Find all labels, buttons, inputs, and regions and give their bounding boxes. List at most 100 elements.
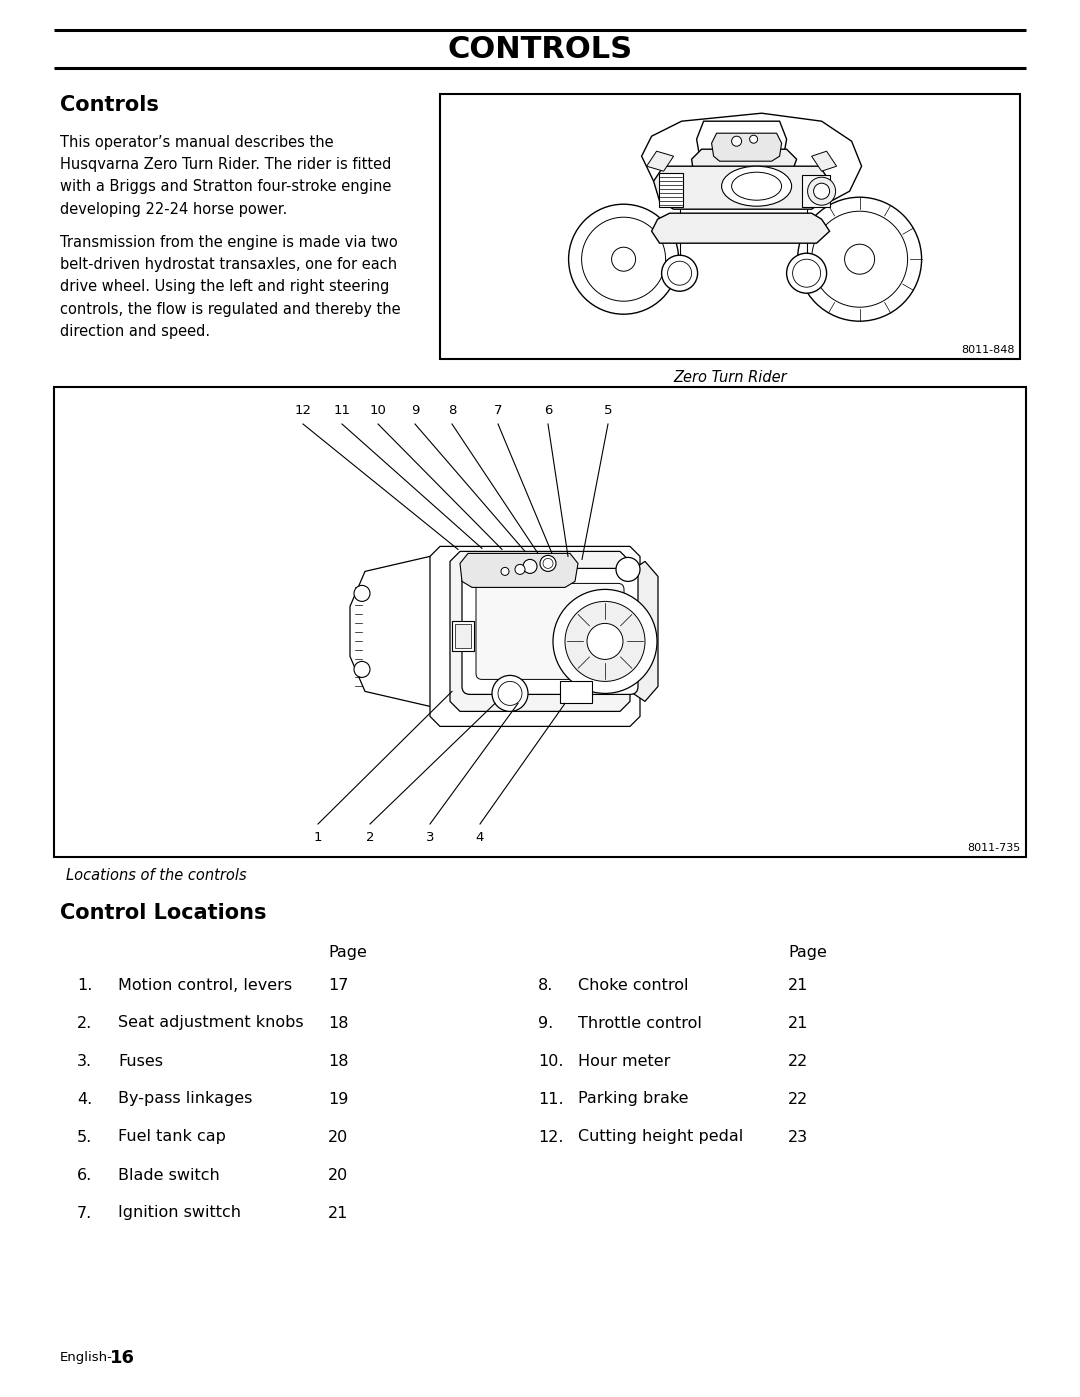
Text: 6: 6 (544, 404, 552, 416)
Circle shape (588, 623, 623, 659)
Circle shape (523, 559, 537, 573)
Polygon shape (350, 556, 440, 707)
Polygon shape (697, 122, 786, 161)
Circle shape (667, 261, 691, 285)
Text: This operator’s manual describes the
Husqvarna Zero Turn Rider. The rider is fit: This operator’s manual describes the Hus… (60, 136, 391, 217)
Circle shape (662, 256, 698, 291)
Text: Parking brake: Parking brake (578, 1091, 689, 1106)
FancyBboxPatch shape (462, 569, 638, 694)
Text: 3.: 3. (77, 1053, 92, 1069)
Circle shape (798, 197, 921, 321)
Text: Control Locations: Control Locations (60, 902, 267, 923)
Text: Seat adjustment knobs: Seat adjustment knobs (118, 1016, 303, 1031)
Polygon shape (642, 113, 862, 207)
Text: By-pass linkages: By-pass linkages (118, 1091, 253, 1106)
Text: Ignition swittch: Ignition swittch (118, 1206, 241, 1221)
Circle shape (354, 661, 370, 678)
Circle shape (498, 682, 522, 705)
Text: 21: 21 (328, 1206, 349, 1221)
Circle shape (515, 564, 525, 574)
Bar (440, 94, 1020, 359)
Polygon shape (653, 166, 829, 210)
Text: 1: 1 (314, 831, 322, 844)
Circle shape (568, 204, 678, 314)
Text: Page: Page (328, 946, 367, 961)
Text: 5.: 5. (77, 1130, 92, 1144)
Polygon shape (460, 553, 578, 587)
Text: 9: 9 (410, 404, 419, 416)
Text: 8.: 8. (538, 978, 553, 992)
Text: 7: 7 (494, 404, 502, 416)
Text: Controls: Controls (60, 95, 159, 115)
Text: 21: 21 (788, 1016, 808, 1031)
Text: 3: 3 (426, 831, 434, 844)
Polygon shape (811, 151, 837, 172)
Circle shape (731, 136, 742, 147)
Text: Fuses: Fuses (118, 1053, 163, 1069)
Text: 11.: 11. (538, 1091, 564, 1106)
Polygon shape (691, 149, 797, 179)
Text: Blade switch: Blade switch (118, 1168, 219, 1182)
Text: 22: 22 (788, 1091, 808, 1106)
Circle shape (582, 217, 665, 302)
Text: 17: 17 (328, 978, 349, 992)
Text: Motion control, levers: Motion control, levers (118, 978, 292, 992)
Text: English-: English- (60, 1351, 113, 1365)
Text: 12.: 12. (538, 1130, 564, 1144)
Text: Zero Turn Rider: Zero Turn Rider (673, 369, 787, 384)
Circle shape (616, 557, 640, 581)
Text: 1.: 1. (77, 978, 93, 992)
Text: Page: Page (788, 946, 827, 961)
Circle shape (354, 585, 370, 601)
Ellipse shape (721, 166, 792, 207)
Text: 16: 16 (110, 1350, 135, 1368)
Polygon shape (450, 552, 630, 711)
Text: Fuel tank cap: Fuel tank cap (118, 1130, 226, 1144)
Text: 18: 18 (328, 1053, 349, 1069)
Circle shape (808, 177, 836, 205)
Text: 8011-735: 8011-735 (968, 842, 1021, 854)
Bar (801, 175, 829, 207)
Circle shape (501, 567, 509, 576)
Text: 2: 2 (366, 831, 375, 844)
Circle shape (793, 260, 821, 288)
Circle shape (565, 601, 645, 682)
Text: 20: 20 (328, 1168, 348, 1182)
Text: 10: 10 (369, 404, 387, 416)
Text: Transmission from the engine is made via two
belt-driven hydrostat transaxles, o: Transmission from the engine is made via… (60, 235, 401, 339)
Text: 6.: 6. (77, 1168, 92, 1182)
Text: Hour meter: Hour meter (578, 1053, 671, 1069)
Polygon shape (430, 546, 640, 726)
Text: 9.: 9. (538, 1016, 553, 1031)
Circle shape (543, 559, 553, 569)
Polygon shape (651, 214, 829, 243)
Text: 8: 8 (448, 404, 456, 416)
FancyBboxPatch shape (476, 584, 624, 679)
Text: 21: 21 (788, 978, 808, 992)
Circle shape (750, 136, 757, 144)
Ellipse shape (731, 172, 782, 200)
Text: Choke control: Choke control (578, 978, 689, 992)
Circle shape (845, 244, 875, 274)
Text: 7.: 7. (77, 1206, 92, 1221)
Circle shape (811, 211, 907, 307)
Text: 18: 18 (328, 1016, 349, 1031)
Text: 5: 5 (604, 404, 612, 416)
Text: Locations of the controls: Locations of the controls (66, 868, 246, 883)
Polygon shape (647, 151, 674, 172)
Text: CONTROLS: CONTROLS (447, 35, 633, 63)
Text: 2.: 2. (77, 1016, 92, 1031)
Text: 23: 23 (788, 1130, 808, 1144)
Text: Cutting height pedal: Cutting height pedal (578, 1130, 743, 1144)
Circle shape (786, 253, 826, 293)
Circle shape (813, 183, 829, 200)
Text: 10.: 10. (538, 1053, 564, 1069)
Text: 4.: 4. (77, 1091, 92, 1106)
Text: 11: 11 (334, 404, 351, 416)
Text: Throttle control: Throttle control (578, 1016, 702, 1031)
Bar (54, 387, 1026, 856)
Polygon shape (712, 133, 782, 161)
Circle shape (553, 590, 657, 693)
Circle shape (540, 556, 556, 571)
Text: 12: 12 (295, 404, 311, 416)
